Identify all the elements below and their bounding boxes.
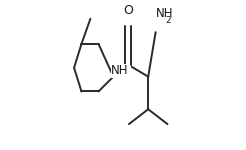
Text: 2: 2 <box>165 16 170 25</box>
Text: O: O <box>123 4 133 17</box>
Text: NH: NH <box>111 64 129 77</box>
Text: NH: NH <box>156 7 174 20</box>
